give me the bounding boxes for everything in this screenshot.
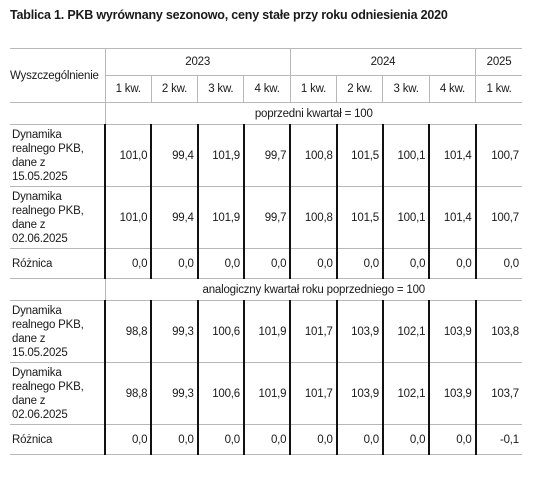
- cell-value: 99,4: [150, 186, 199, 249]
- data-row: Dynamika realnego PKB, dane z 15.05.2025…: [10, 300, 522, 363]
- quarter-header: 3 kw.: [382, 75, 430, 103]
- cell-value: 102,1: [381, 362, 431, 425]
- row-label: Dynamika realnego PKB, dane z 02.06.2025: [10, 362, 106, 425]
- cell-value: 0,0: [474, 248, 522, 279]
- cell-value: 100,6: [196, 300, 245, 363]
- cell-value: 99,7: [242, 124, 292, 187]
- data-row: Dynamika realnego PKB, dane z 15.05.2025…: [10, 124, 522, 187]
- cell-value: 101,9: [196, 124, 245, 187]
- cell-value: 0,0: [242, 424, 292, 455]
- cell-value: 101,7: [289, 300, 338, 363]
- cell-value: 0,0: [335, 424, 384, 455]
- section-row: analogiczny kwartał roku poprzedniego = …: [10, 278, 522, 301]
- cell-value: 100,1: [381, 124, 431, 187]
- cell-value: 100,8: [289, 186, 338, 249]
- quarter-row: 1 kw. 2 kw. 3 kw. 4 kw. 1 kw. 2 kw. 3 kw. 4 kw.…: [10, 75, 522, 103]
- section-label-spacer: [10, 102, 106, 125]
- cell-value: 99,7: [242, 186, 292, 249]
- year-header: 2024: [289, 48, 477, 76]
- cell-value: 99,3: [150, 362, 199, 425]
- cell-value: 100,7: [474, 124, 522, 187]
- quarter-header: 1 kw.: [104, 75, 152, 103]
- cell-value: 0,0: [289, 248, 338, 279]
- cell-value: 100,7: [474, 186, 522, 249]
- quarter-header: 1 kw.: [289, 75, 338, 103]
- cell-value: 101,5: [335, 124, 384, 187]
- row-label: Różnica: [10, 248, 106, 279]
- row-label: Dynamika realnego PKB, dane z 15.05.2025: [10, 124, 106, 187]
- year-row: Wyszczególnienie 2023 2024 2025: [10, 48, 522, 103]
- section-heading: poprzedni kwartał = 100: [104, 102, 522, 125]
- data-row: Różnica 0,0 0,0 0,0 0,0 0,0 0,0 0,0 0,0 0,0: [10, 248, 522, 279]
- table-body: poprzedni kwartał = 100 Dynamika realnego…: [10, 102, 522, 455]
- cell-value: 103,9: [428, 300, 477, 363]
- quarter-header: 2 kw.: [336, 75, 384, 103]
- quarter-header: 2 kw.: [150, 75, 199, 103]
- cell-value: 0,0: [150, 424, 199, 455]
- table-head: Wyszczególnienie 2023 2024 2025 1 kw. 2 kw. 3 …: [10, 48, 522, 103]
- year-header: 2025: [475, 48, 522, 76]
- row-header: Wyszczególnienie: [10, 48, 106, 103]
- cell-value: 101,5: [335, 186, 384, 249]
- quarter-header: 4 kw.: [243, 75, 291, 103]
- section-row: poprzedni kwartał = 100: [10, 102, 522, 125]
- cell-value: 103,9: [335, 362, 384, 425]
- cell-value: 0,0: [335, 248, 384, 279]
- cell-value: 0,0: [381, 248, 431, 279]
- cell-value: 98,8: [104, 300, 153, 363]
- cell-value: 101,4: [428, 124, 477, 187]
- cell-value: 0,0: [104, 424, 153, 455]
- cell-value: 99,4: [150, 124, 199, 187]
- cell-value: 101,9: [242, 362, 292, 425]
- row-label: Dynamika realnego PKB, dane z 15.05.2025: [10, 300, 106, 363]
- cell-value: 0,0: [150, 248, 199, 279]
- cell-value: 0,0: [289, 424, 338, 455]
- cell-value: 0,0: [104, 248, 153, 279]
- quarter-header: 1 kw.: [475, 75, 522, 103]
- cell-value: 101,4: [428, 186, 477, 249]
- quarter-header: 4 kw.: [428, 75, 477, 103]
- data-row: Różnica 0,0 0,0 0,0 0,0 0,0 0,0 0,0 0,0 -0,1: [10, 424, 522, 455]
- cell-value: 103,8: [474, 300, 522, 363]
- data-table: Wyszczególnienie 2023 2024 2025 1 kw. 2 kw. 3 …: [10, 48, 522, 455]
- cell-value: 98,8: [104, 362, 153, 425]
- cell-value: 0,0: [381, 424, 431, 455]
- cell-value: 0,0: [428, 424, 477, 455]
- cell-value: 103,9: [335, 300, 384, 363]
- table-title: Tablica 1. PKB wyrównany sezonowo, ceny …: [10, 8, 448, 22]
- year-header: 2023: [104, 48, 291, 76]
- cell-value: 100,6: [196, 362, 245, 425]
- cell-value: 100,1: [381, 186, 431, 249]
- section-label-spacer: [10, 278, 106, 301]
- cell-value: 103,7: [474, 362, 522, 425]
- cell-value: 100,8: [289, 124, 338, 187]
- data-row: Dynamika realnego PKB, dane z 02.06.2025…: [10, 362, 522, 425]
- data-row: Dynamika realnego PKB, dane z 02.06.2025…: [10, 186, 522, 249]
- cell-value: 101,9: [196, 186, 245, 249]
- cell-value: 101,0: [104, 124, 153, 187]
- cell-value: 101,0: [104, 186, 153, 249]
- cell-value: 102,1: [381, 300, 431, 363]
- cell-value: 0,0: [196, 248, 245, 279]
- row-label: Różnica: [10, 424, 106, 455]
- section-heading: analogiczny kwartał roku poprzedniego = …: [104, 278, 522, 301]
- cell-value: 103,9: [428, 362, 477, 425]
- cell-value: 0,0: [196, 424, 245, 455]
- cell-value: 99,3: [150, 300, 199, 363]
- cell-value: 0,0: [428, 248, 477, 279]
- cell-value: 0,0: [242, 248, 292, 279]
- cell-value: 101,9: [242, 300, 292, 363]
- row-label: Dynamika realnego PKB, dane z 02.06.2025: [10, 186, 106, 249]
- cell-value: -0,1: [474, 424, 522, 455]
- quarter-header: 3 kw.: [197, 75, 245, 103]
- cell-value: 101,7: [289, 362, 338, 425]
